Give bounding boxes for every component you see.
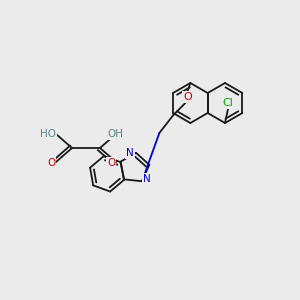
Text: O: O bbox=[107, 158, 115, 168]
Text: N: N bbox=[143, 174, 151, 184]
Text: O: O bbox=[47, 158, 55, 168]
Text: N: N bbox=[126, 148, 134, 158]
Text: O: O bbox=[183, 92, 192, 102]
Text: Cl: Cl bbox=[223, 98, 233, 108]
Text: HO: HO bbox=[40, 129, 56, 139]
Text: OH: OH bbox=[107, 129, 123, 139]
